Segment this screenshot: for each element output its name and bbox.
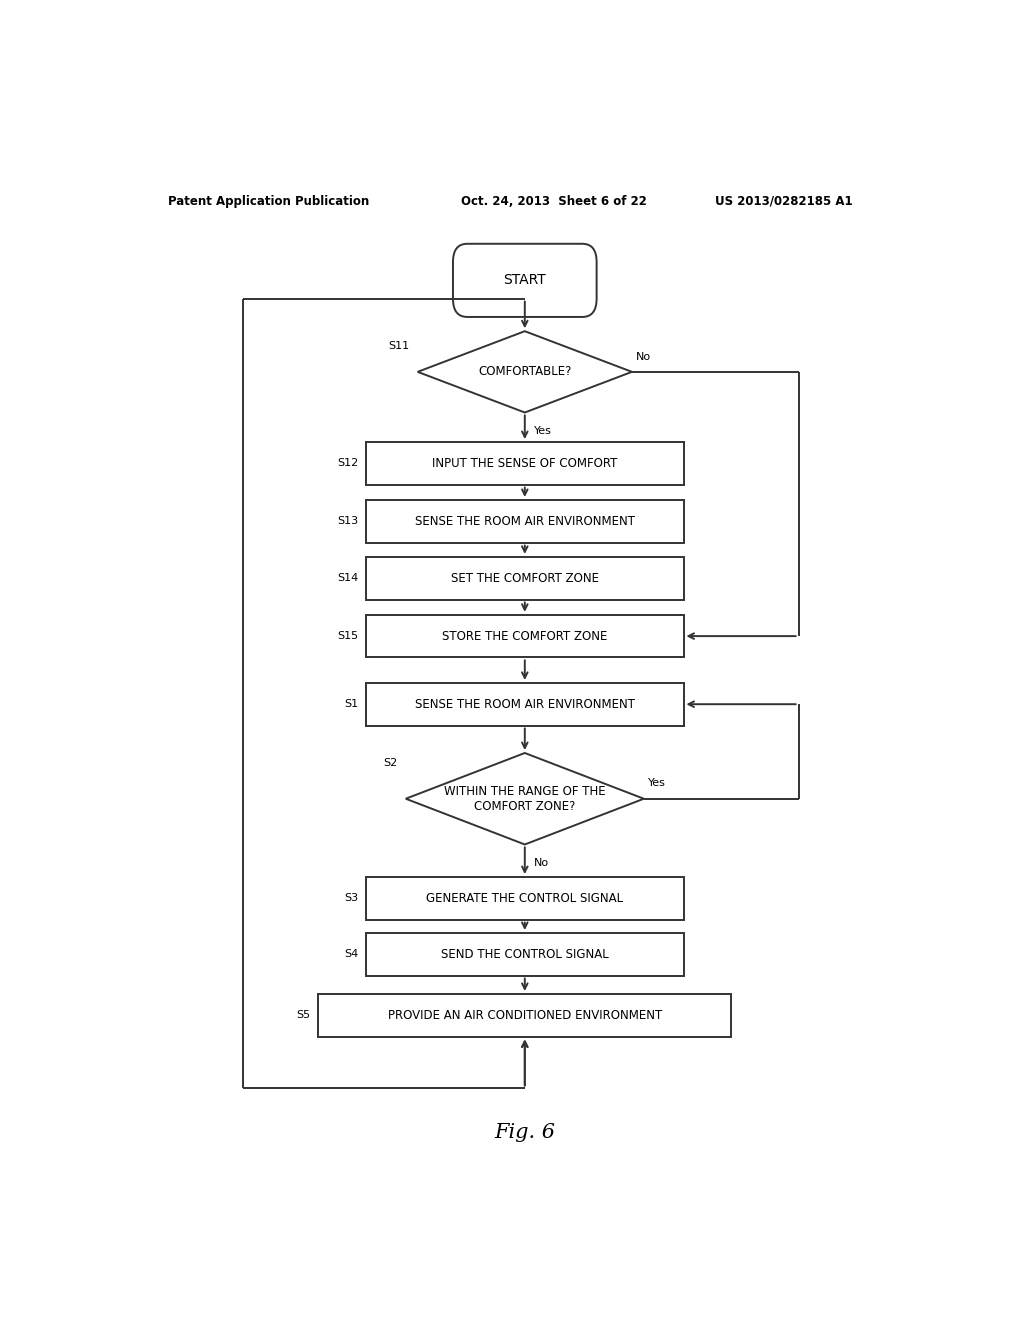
Bar xyxy=(367,933,684,975)
Text: No: No xyxy=(535,858,550,867)
Text: SEND THE CONTROL SIGNAL: SEND THE CONTROL SIGNAL xyxy=(441,948,608,961)
Text: SENSE THE ROOM AIR ENVIRONMENT: SENSE THE ROOM AIR ENVIRONMENT xyxy=(415,698,635,710)
Text: No: No xyxy=(636,351,651,362)
Text: S14: S14 xyxy=(337,573,358,583)
Text: S3: S3 xyxy=(344,894,358,903)
Text: Patent Application Publication: Patent Application Publication xyxy=(168,194,369,207)
Polygon shape xyxy=(406,752,644,845)
Bar xyxy=(367,500,684,543)
Text: STORE THE COMFORT ZONE: STORE THE COMFORT ZONE xyxy=(442,630,607,643)
Bar xyxy=(367,615,684,657)
Text: Oct. 24, 2013  Sheet 6 of 22: Oct. 24, 2013 Sheet 6 of 22 xyxy=(461,194,647,207)
Bar xyxy=(367,442,684,484)
Text: Yes: Yes xyxy=(535,426,552,436)
Text: START: START xyxy=(504,273,546,288)
Polygon shape xyxy=(418,331,632,412)
Text: S2: S2 xyxy=(384,758,397,768)
Text: S12: S12 xyxy=(337,458,358,469)
Text: SENSE THE ROOM AIR ENVIRONMENT: SENSE THE ROOM AIR ENVIRONMENT xyxy=(415,515,635,528)
Text: COMFORTABLE?: COMFORTABLE? xyxy=(478,366,571,379)
Text: INPUT THE SENSE OF COMFORT: INPUT THE SENSE OF COMFORT xyxy=(432,457,617,470)
Text: S1: S1 xyxy=(344,700,358,709)
Text: S4: S4 xyxy=(344,949,358,960)
Text: WITHIN THE RANGE OF THE
COMFORT ZONE?: WITHIN THE RANGE OF THE COMFORT ZONE? xyxy=(444,784,605,813)
Bar xyxy=(367,682,684,726)
Bar xyxy=(367,876,684,920)
Text: S5: S5 xyxy=(296,1010,310,1020)
Text: US 2013/0282185 A1: US 2013/0282185 A1 xyxy=(715,194,853,207)
Text: PROVIDE AN AIR CONDITIONED ENVIRONMENT: PROVIDE AN AIR CONDITIONED ENVIRONMENT xyxy=(388,1008,662,1022)
Text: S13: S13 xyxy=(337,516,358,527)
Bar xyxy=(367,557,684,599)
Text: S15: S15 xyxy=(337,631,358,642)
Text: Fig. 6: Fig. 6 xyxy=(495,1122,555,1142)
Text: Yes: Yes xyxy=(648,779,666,788)
Text: S11: S11 xyxy=(388,342,410,351)
FancyBboxPatch shape xyxy=(453,244,597,317)
Bar xyxy=(318,994,731,1036)
Text: GENERATE THE CONTROL SIGNAL: GENERATE THE CONTROL SIGNAL xyxy=(426,892,624,904)
Text: SET THE COMFORT ZONE: SET THE COMFORT ZONE xyxy=(451,572,599,585)
